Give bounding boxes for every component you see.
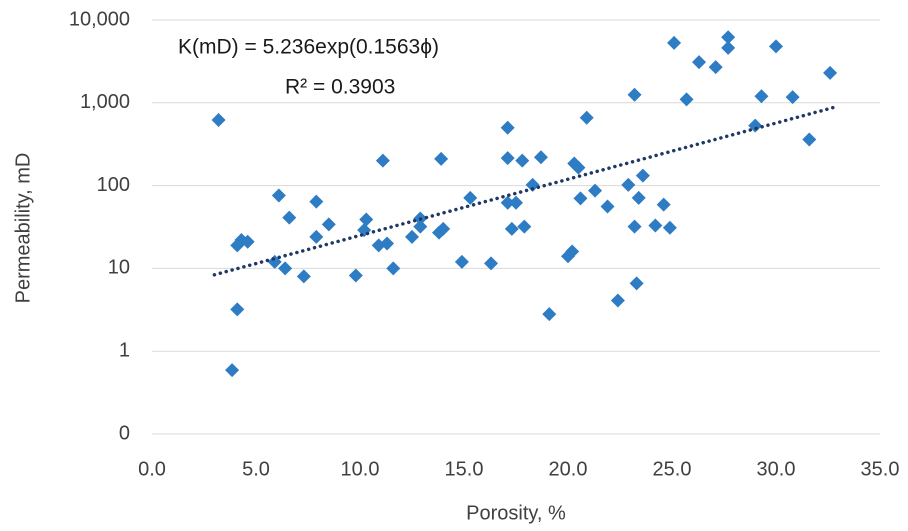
data-point [588,183,603,198]
y-tick-label: 1,000 [80,91,130,113]
data-point [436,221,451,236]
data-point [321,217,336,232]
data-point [823,65,838,80]
data-point [278,261,293,276]
data-point [610,293,625,308]
data-point [413,219,428,234]
r-squared: R² = 0.3903 [285,76,395,99]
data-point [500,120,515,135]
data-point [359,212,374,227]
data-point [802,132,817,147]
data-point [375,153,390,168]
data-point [542,307,557,322]
data-point [525,177,540,192]
data-point [627,87,642,102]
data-point [211,112,226,127]
data-point [721,40,736,55]
data-point [357,223,372,238]
data-point [515,153,530,168]
x-tick-label: 30.0 [757,458,796,480]
data-point [386,261,401,276]
data-point [309,229,324,244]
data-point [380,236,395,251]
data-point [454,254,469,269]
x-axis-label: Porosity, % [466,502,566,524]
y-tick-label: 0 [119,422,130,444]
data-point [240,234,255,249]
data-point [271,188,286,203]
data-point [635,168,650,183]
data-point [434,151,449,166]
y-tick-label: 1 [119,339,130,361]
data-point [533,150,548,165]
x-tick-label: 0.0 [138,458,166,480]
data-point [309,194,324,209]
x-tick-label: 25.0 [653,458,692,480]
data-point [405,229,419,244]
data-point [679,92,694,107]
data-point [463,190,478,205]
data-point [571,160,586,175]
data-point [648,218,663,233]
equation: K(mD) = 5.236exp(0.1563ϕ) [178,36,439,59]
data-point [708,60,723,75]
data-point [629,276,644,291]
data-point [504,221,519,236]
data-point [230,302,245,317]
data-point [785,90,800,105]
data-point [296,269,311,284]
data-point [656,197,671,212]
data-point [692,55,707,70]
data-point [484,256,499,271]
x-tick-label: 20.0 [549,458,588,480]
data-point [509,195,523,210]
data-point [517,219,532,234]
data-point [565,244,580,259]
data-point [662,220,677,235]
data-point [573,191,588,206]
data-point [621,177,636,192]
data-point [579,110,594,125]
data-point [282,210,297,225]
data-point [500,151,515,166]
data-point [225,363,240,378]
data-point [600,199,615,214]
data-point [721,30,736,45]
data-point [769,39,783,54]
x-tick-label: 10.0 [341,458,380,480]
data-point [754,89,769,104]
data-point [267,254,282,269]
y-tick-label: 10,000 [69,8,130,30]
y-tick-label: 100 [97,174,130,196]
x-tick-label: 5.0 [242,458,270,480]
data-point [631,190,646,205]
x-tick-label: 35.0 [861,458,900,480]
data-point [667,35,682,50]
data-point [500,195,515,210]
trendline [212,105,836,277]
data-point [627,219,642,234]
data-point [348,268,363,283]
y-tick-label: 10 [108,257,130,279]
y-axis-label: Permeability, mD [12,153,34,304]
x-tick-label: 15.0 [445,458,484,480]
